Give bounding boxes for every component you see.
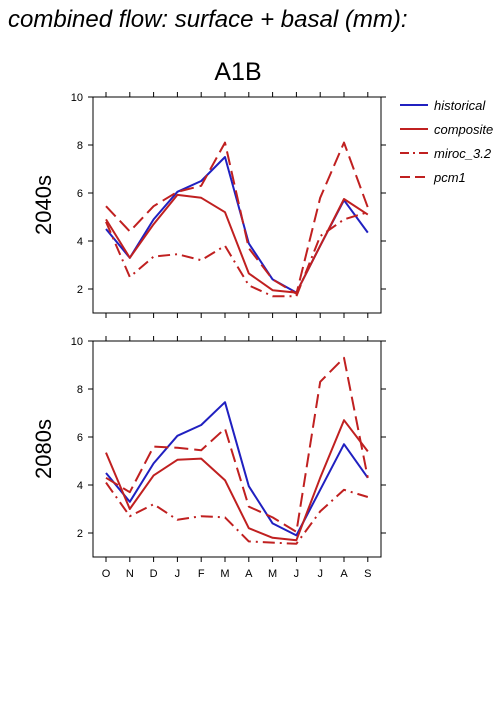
x-tick-label: O bbox=[102, 568, 111, 580]
x-tick-label: S bbox=[364, 568, 371, 580]
series-line-pcm1-2080s bbox=[105, 356, 369, 533]
series-line-historical-2080s bbox=[105, 401, 369, 537]
x-tick-label: M bbox=[268, 568, 277, 580]
x-tick-label: N bbox=[126, 568, 134, 580]
y-tick-label: 6 bbox=[77, 432, 83, 444]
series-line-composite-2080s bbox=[105, 419, 369, 542]
legend-label-miroc_3.2: miroc_3.2 bbox=[434, 146, 492, 161]
x-tick-label: F bbox=[198, 568, 205, 580]
y-tick-label: 8 bbox=[77, 384, 83, 396]
y-tick-label: 8 bbox=[77, 140, 83, 152]
x-tick-label: J bbox=[317, 568, 323, 580]
figure-title: combined flow: surface + basal (mm): bbox=[8, 6, 408, 33]
plot-frame-2040s bbox=[92, 96, 382, 314]
y-tick-label: 4 bbox=[77, 236, 83, 248]
legend-label-composite: composite bbox=[434, 122, 493, 137]
series-line-pcm1-2040s bbox=[105, 141, 369, 295]
x-tick-label: A bbox=[245, 568, 253, 580]
plot-frame-2080s bbox=[92, 340, 382, 558]
y-tick-label: 6 bbox=[77, 188, 83, 200]
x-tick-label: D bbox=[150, 568, 158, 580]
x-tick-label: J bbox=[294, 568, 300, 580]
x-tick-label: J bbox=[175, 568, 181, 580]
y-tick-label: 4 bbox=[77, 480, 83, 492]
x-tick-label: A bbox=[340, 568, 348, 580]
legend-label-pcm1: pcm1 bbox=[433, 170, 466, 185]
panel-label-2080s: 2080s bbox=[31, 419, 56, 479]
x-tick-label: M bbox=[220, 568, 229, 580]
y-tick-label: 10 bbox=[71, 92, 83, 104]
y-tick-label: 2 bbox=[77, 284, 83, 296]
scenario-label: A1B bbox=[214, 58, 262, 86]
y-tick-label: 2 bbox=[77, 528, 83, 540]
series-line-miroc_3.2-2040s bbox=[105, 211, 369, 298]
y-tick-label: 10 bbox=[71, 336, 83, 348]
legend-label-historical: historical bbox=[434, 98, 486, 113]
panel-label-2040s: 2040s bbox=[31, 175, 56, 235]
series-line-miroc_3.2-2080s bbox=[105, 482, 369, 545]
series-line-composite-2040s bbox=[105, 193, 369, 294]
